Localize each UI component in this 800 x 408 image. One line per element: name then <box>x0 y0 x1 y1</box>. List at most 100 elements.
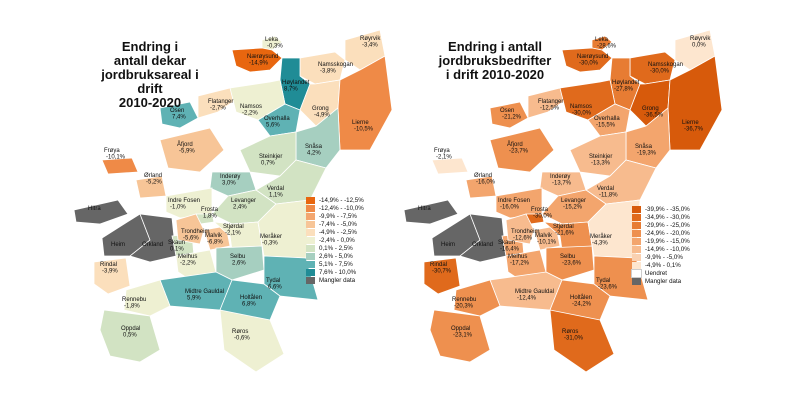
municipality-value: -5,6% <box>183 236 199 242</box>
legend-item: -7,4% - -5,0% <box>306 220 364 228</box>
municipality-region <box>459 213 507 263</box>
municipality-value: -23,7% <box>509 149 529 155</box>
municipality-name: Indre Fosen <box>168 198 200 204</box>
municipality-name: Skaun <box>498 240 515 246</box>
municipality-name: Hitra <box>88 206 101 212</box>
municipality-name: Lierne <box>352 120 369 126</box>
municipality-name: Melhus <box>178 254 197 260</box>
municipality-value: -2,2% <box>242 111 258 117</box>
legend-swatch <box>306 204 315 212</box>
legend-item: -39,9% - -35,0% <box>632 205 690 213</box>
municipality-name: Osen <box>170 108 184 114</box>
legend-item: 7,6% - 10,0% <box>306 268 364 276</box>
municipality-name: Stjørdal <box>553 224 574 230</box>
municipality-value: -2,7% <box>210 106 226 112</box>
legend-swatch <box>632 213 641 221</box>
municipality-name: Levanger <box>231 198 256 204</box>
municipality-value: 5,9% <box>187 296 201 302</box>
legend-swatch <box>306 244 315 252</box>
municipality-region <box>159 101 199 129</box>
municipality-value: -5,9% <box>179 149 195 155</box>
municipality-name: Tydal <box>266 278 280 284</box>
legend-swatch <box>306 276 315 284</box>
municipality-value: 1,8% <box>203 214 217 220</box>
legend-swatch <box>632 229 641 237</box>
legend-label: -29,9% - -25,0% <box>645 221 690 229</box>
legend-item: -14,9% - -10,0% <box>632 245 690 253</box>
municipality-value: 6,8% <box>242 302 256 308</box>
municipality-value: -1,8% <box>124 304 140 310</box>
municipality-value: -13,7% <box>552 181 572 187</box>
municipality-name: Rindal <box>100 262 117 268</box>
legend-item: Mangler data <box>632 277 690 285</box>
municipality-name: Levanger <box>561 198 586 204</box>
legend-bedrifter: -39,9% - -35,0% -34,9% - -30,0% -29,9% - -… <box>631 205 690 285</box>
municipality-value: -19,3% <box>637 151 657 157</box>
municipality-region <box>423 257 461 295</box>
municipality-value: 5,6% <box>266 123 280 129</box>
municipality-name: Namsos <box>240 104 262 110</box>
legend-item: -4,9% - 0,1% <box>632 261 690 269</box>
municipality-value: -1,0% <box>170 205 186 211</box>
legend-swatch <box>632 261 641 269</box>
municipality-region <box>159 127 225 173</box>
municipality-region <box>549 309 615 373</box>
title-line: 2010-2020 <box>118 95 182 110</box>
municipality-name: Selbu <box>560 254 575 260</box>
title-line: i drift 2010-2020 <box>445 67 545 82</box>
municipality-name: Flatanger <box>538 99 563 105</box>
municipality-name: Meråker <box>590 233 612 240</box>
legend-swatch <box>306 212 315 220</box>
municipality-region <box>197 87 237 119</box>
municipality-value: -23,6% <box>598 285 618 291</box>
legend-swatch <box>632 277 641 285</box>
legend-item: -2,4% - 0,0% <box>306 236 364 244</box>
municipality-value: 2,6% <box>232 261 246 267</box>
municipality-value: 0,0% <box>692 43 706 49</box>
municipality-name: Hitra <box>418 206 431 212</box>
municipality-value: -24,2% <box>572 302 592 308</box>
legend-label: 0,1% - 2,5% <box>319 244 353 252</box>
municipality-region <box>403 199 459 225</box>
municipality-region <box>263 255 319 301</box>
legend-label: -7,4% - -5,0% <box>319 220 357 228</box>
municipality-value: -2,1% <box>436 155 452 161</box>
municipality-name: Midtre Gauldal <box>515 289 554 295</box>
legend-item: -14,9% - -12,5% <box>306 196 364 204</box>
municipality-value: -30,0% <box>650 69 670 75</box>
legend-item: Mangler data <box>306 276 364 284</box>
legend-item: 2,6% - 5,0% <box>306 252 364 260</box>
municipality-name: Flatanger <box>208 99 233 105</box>
municipality-name: Snåsa <box>305 143 323 150</box>
municipality-region <box>219 309 285 373</box>
municipality-name: Steinkjer <box>589 154 612 160</box>
legend-label: -4,9% - 0,1% <box>645 261 681 269</box>
municipality-value: -30,0% <box>579 61 599 67</box>
municipality-value: -16,0% <box>476 180 496 186</box>
municipality-name: Namsos <box>570 104 592 110</box>
legend-swatch <box>306 268 315 276</box>
municipality-name: Snåsa <box>635 143 653 150</box>
legend-swatch <box>306 236 315 244</box>
map-bedrifter: Leka-28,6%Nærøysund-30,0% Namsskogan-30,0… <box>403 29 723 373</box>
municipality-name: Stjørdal <box>223 224 244 230</box>
legend-swatch <box>631 268 642 278</box>
municipality-region <box>527 87 567 119</box>
municipality-name: Røyrvik <box>690 36 711 42</box>
municipality-value: -2,2% <box>180 261 196 267</box>
municipality-name: Rindal <box>430 262 447 268</box>
municipality-name: Frosta <box>531 207 549 213</box>
municipality-name: Høylandet <box>612 80 640 86</box>
municipality-name: Namsskogan <box>318 62 353 68</box>
municipality-region <box>453 279 501 317</box>
municipality-name: Ørland <box>144 173 162 179</box>
municipality-name: Frosta <box>201 207 219 213</box>
map-panel-areal: Leka -0,3% Nærøysund -14,9% Namsskogan -3,8% R… <box>73 29 393 373</box>
legend-label: -14,9% - -12,5% <box>319 196 364 204</box>
municipality-region <box>429 309 491 363</box>
municipality-name: Nærøysund <box>247 54 278 60</box>
municipality-value: 7,4% <box>172 115 186 121</box>
legend-item: -4,9% - -2,5% <box>306 228 364 236</box>
municipality-value: -36,7% <box>684 127 704 133</box>
municipality-name: Orkland <box>472 242 493 248</box>
